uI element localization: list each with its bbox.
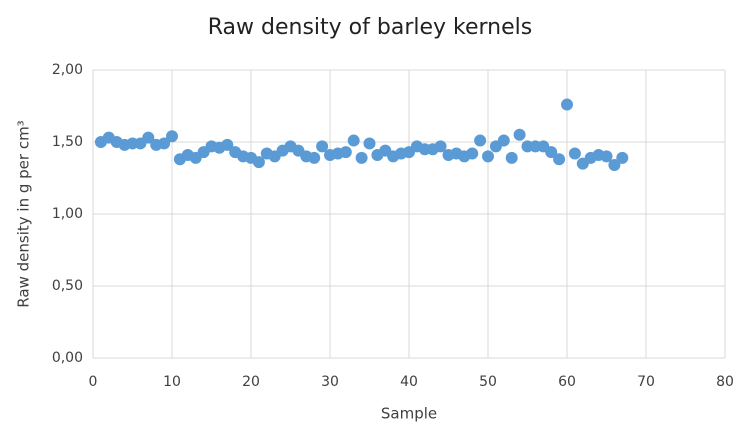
data-point [608,159,621,172]
data-point [142,131,155,144]
x-axis-label: Sample [381,405,437,423]
x-tick-label: 80 [716,374,734,390]
data-point [505,151,518,164]
y-axis-label: Raw density in g per cm³ [15,120,33,307]
data-point [545,146,558,159]
chart-title: Raw density of barley kernels [208,15,532,40]
data-point [568,147,581,160]
x-tick-label: 50 [479,374,497,390]
data-point [600,150,613,163]
data-point [355,151,368,164]
data-point [466,147,479,160]
data-point [347,134,360,147]
x-tick-label: 60 [558,374,576,390]
data-point [616,151,629,164]
data-point [553,153,566,166]
data-point [339,146,352,159]
x-tick-label: 0 [89,374,98,390]
data-point [363,137,376,150]
data-point [221,138,234,151]
data-point [434,140,447,153]
data-point [308,151,321,164]
data-point [166,130,178,143]
data-point [252,156,265,169]
data-point [482,150,494,163]
y-tick-label: 2,00 [52,62,83,78]
data-point [474,134,487,147]
data-point [561,98,573,111]
x-tick-label: 20 [242,374,260,390]
y-tick-label: 0,00 [52,350,83,366]
x-tick-label: 40 [400,374,418,390]
x-tick-label: 30 [321,374,339,390]
x-tick-label: 70 [637,374,655,390]
data-point [316,140,329,153]
y-tick-label: 0,50 [52,278,83,294]
y-tick-label: 1,00 [52,206,83,222]
y-tick-label: 1,50 [52,134,83,150]
data-point [497,134,510,147]
x-tick-label: 10 [163,374,181,390]
data-point [513,128,526,141]
data-point [158,137,171,150]
